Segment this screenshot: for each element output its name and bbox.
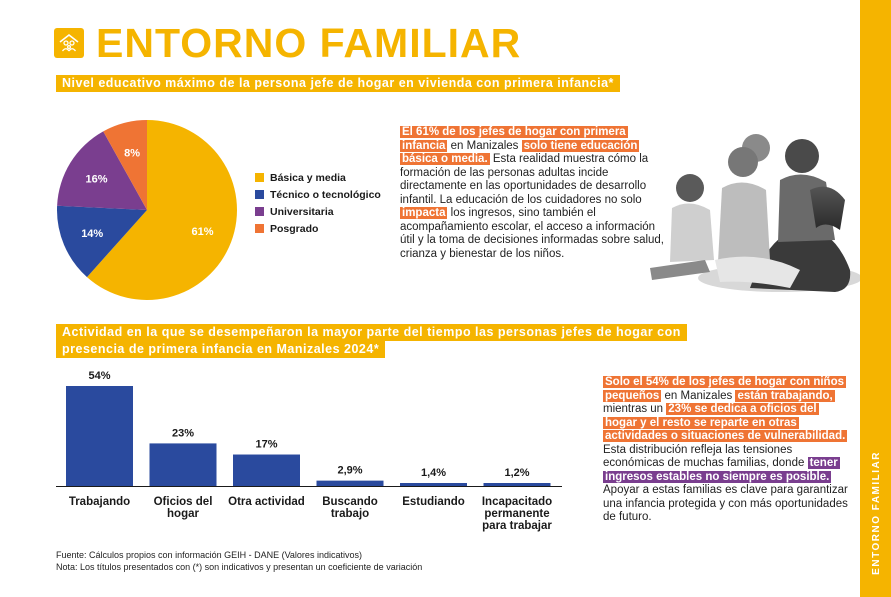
section2-heading-line2: presencia de primera infancia en Manizal… — [56, 341, 386, 358]
bar — [483, 483, 551, 486]
legend-item: Posgrado — [255, 220, 381, 237]
highlighted-text: están trabajando, — [735, 389, 835, 402]
bar-value-label: 54% — [88, 370, 110, 382]
side-label: ENTORNO FAMILIAR — [871, 451, 882, 575]
pie-slice-label: 61% — [191, 226, 213, 238]
footnote-note: Nota: Los títulos presentados con (*) so… — [56, 562, 423, 572]
paragraph-text: los ingresos, sino también el acompañami… — [400, 207, 665, 260]
family-photo — [630, 110, 862, 310]
pie-legend: Básica y media Técnico o tecnológico Unive… — [255, 169, 381, 237]
bar — [233, 454, 300, 486]
bar-value-label: 17% — [255, 439, 277, 451]
bar — [316, 480, 384, 486]
category-label: permanente — [484, 508, 549, 520]
category-label: hogar — [167, 508, 199, 520]
paragraph-text: Esta realidad muestra cómo la formación … — [400, 153, 649, 206]
bar-value-label: 1,2% — [504, 467, 529, 479]
category-label: Oficios del — [154, 496, 213, 508]
legend-label: Posgrado — [270, 222, 319, 235]
legend-swatch — [255, 207, 264, 216]
section1-paragraph: El 61% de los jefes de hogar con primera… — [400, 126, 665, 261]
legend-swatch — [255, 173, 264, 182]
bar-chart: 54% Trabajando 23% Oficios del hogar 17% Otra … — [56, 360, 566, 535]
pie-slice — [57, 205, 147, 278]
legend-item: Básica y media — [255, 169, 381, 186]
legend-item: Universitaria — [255, 203, 381, 220]
category-label: para trabajar — [482, 520, 552, 532]
category-label: Estudiando — [402, 496, 465, 508]
bar-value-label: 23% — [172, 427, 194, 439]
bar — [66, 386, 133, 486]
legend-swatch — [255, 224, 264, 233]
paragraph-text: Esta distribución refleja las tensiones … — [603, 443, 808, 470]
section1-heading: Nivel educativo máximo de la persona jef… — [56, 75, 620, 92]
page-header: ENTORNO FAMILIAR — [54, 18, 521, 68]
bar-value-label: 1,4% — [421, 467, 446, 479]
highlighted-text: impacta — [400, 207, 448, 219]
footnote-source: Fuente: Cálculos propios con información… — [56, 550, 362, 560]
pie-slice-label: 14% — [81, 228, 103, 240]
pie-slice — [103, 120, 147, 210]
category-label: Incapacitado — [482, 496, 552, 508]
pie-slice-label: 16% — [86, 174, 108, 186]
paragraph-text: en Manizales — [447, 139, 522, 152]
side-strip: ENTORNO FAMILIAR — [860, 0, 891, 597]
pie-chart: 61% 14% 16% 8% — [52, 115, 242, 305]
legend-label: Universitaria — [270, 205, 334, 218]
paragraph-text: mientras un — [603, 403, 667, 415]
legend-label: Básica y media — [270, 171, 346, 184]
page-title: ENTORNO FAMILIAR — [96, 20, 522, 66]
bar — [400, 483, 467, 486]
category-label: trabajo — [331, 508, 369, 520]
family-house-icon — [54, 28, 84, 58]
pie-slice — [57, 131, 147, 210]
paragraph-text: Apoyar a estas familias es clave para ga… — [603, 484, 848, 523]
section2-heading-line1: Actividad en la que se desempeñaron la m… — [56, 324, 687, 341]
bar — [149, 443, 217, 486]
legend-swatch — [255, 190, 264, 199]
legend-item: Técnico o tecnológico — [255, 186, 381, 203]
legend-label: Técnico o tecnológico — [270, 188, 381, 201]
pie-slice — [86, 120, 238, 300]
paragraph-text: en Manizales — [661, 389, 736, 402]
category-label: Otra actividad — [228, 496, 305, 508]
pie-slice-label: 8% — [124, 148, 140, 160]
bar-value-label: 2,9% — [337, 465, 362, 477]
section2-paragraph: Solo el 54% de los jefes de hogar con ni… — [603, 376, 848, 525]
category-label: Trabajando — [69, 496, 130, 508]
category-label: Buscando — [322, 496, 378, 508]
